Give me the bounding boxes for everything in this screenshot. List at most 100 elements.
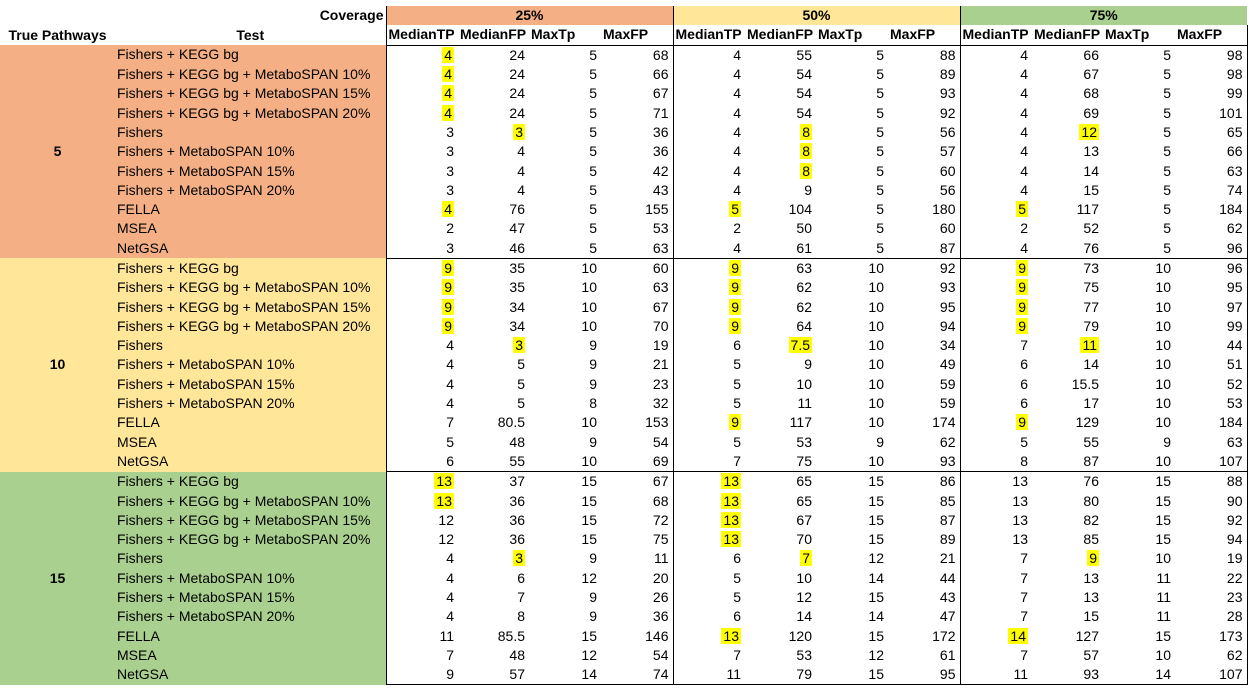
value-text: 15 bbox=[1083, 181, 1099, 198]
value-cell: 4 bbox=[959, 142, 1032, 162]
value-cell: 10 bbox=[1103, 336, 1175, 355]
value-text: 51 bbox=[1226, 356, 1243, 373]
value-cell: 8 bbox=[745, 161, 816, 180]
value-cell: 5 bbox=[458, 355, 529, 374]
value-cell: 129 bbox=[1032, 413, 1103, 432]
value-cell: 21 bbox=[601, 355, 673, 374]
value-text: 56 bbox=[939, 123, 956, 140]
value-cell: 15 bbox=[1103, 491, 1175, 510]
value-cell: 14 bbox=[529, 665, 601, 686]
value-text: 9 bbox=[589, 356, 597, 373]
value-text: 10 bbox=[868, 279, 884, 296]
value-cell: 117 bbox=[745, 413, 816, 432]
value-cell: 5 bbox=[1103, 103, 1175, 122]
value-cell: 54 bbox=[745, 103, 816, 122]
value-text: 90 bbox=[1226, 492, 1243, 509]
value-text: 9 bbox=[804, 356, 812, 373]
value-cell: 35 bbox=[458, 257, 529, 279]
value-text: 86 bbox=[939, 473, 956, 490]
value-text: 36 bbox=[652, 608, 669, 625]
value-text: 5 bbox=[733, 375, 741, 392]
test-name-cell: Fishers + KEGG bg + MetaboSPAN 15% bbox=[115, 510, 386, 531]
value-cell: 9 bbox=[816, 433, 888, 452]
value-text: 6 bbox=[733, 337, 741, 354]
value-text: 10 bbox=[796, 375, 812, 392]
value-text: 56 bbox=[939, 181, 956, 198]
value-text: 62 bbox=[796, 298, 812, 315]
value-text: 36 bbox=[509, 531, 525, 548]
value-text: 63 bbox=[652, 239, 669, 256]
value-cell: 61 bbox=[888, 646, 960, 665]
value-cell: 44 bbox=[888, 569, 960, 588]
table-row: Fishers + KEGG bg + MetaboSPAN 10% 9 35 10 6… bbox=[0, 278, 1248, 298]
value-cell: 93 bbox=[888, 278, 960, 297]
value-text: 93 bbox=[1083, 666, 1099, 683]
value-text: 5 bbox=[1020, 433, 1028, 450]
value-text: 5 bbox=[733, 433, 741, 450]
value-cell: 14 bbox=[1032, 355, 1103, 374]
test-name-cell: Fishers + MetaboSPAN 15% bbox=[115, 587, 386, 608]
value-text: 7 bbox=[446, 646, 454, 663]
value-text: 88 bbox=[1226, 473, 1243, 490]
value-cell: 15 bbox=[816, 627, 888, 646]
value-cell: 69 bbox=[601, 452, 673, 472]
metric-header: MaxFP bbox=[890, 26, 936, 43]
value-cell: 3 bbox=[458, 549, 529, 568]
value-text: 184 bbox=[1219, 414, 1243, 431]
value-text: 7 bbox=[1020, 550, 1028, 567]
value-text: 60 bbox=[652, 260, 669, 276]
value-text: 52 bbox=[1226, 375, 1243, 392]
metric-header: MaxTp bbox=[531, 26, 576, 43]
value-text: 59 bbox=[939, 375, 956, 392]
value-cell: 63 bbox=[1175, 161, 1248, 181]
value-cell: 5 bbox=[672, 374, 745, 394]
value-text: 5 bbox=[876, 143, 884, 160]
value-cell: 55 bbox=[458, 452, 529, 472]
value-text: 7 bbox=[733, 646, 741, 663]
value-text: 12 bbox=[796, 589, 812, 606]
value-cell: 23 bbox=[1175, 587, 1248, 608]
value-cell: 10 bbox=[1103, 317, 1175, 336]
value-text: 12 bbox=[438, 511, 454, 528]
value-text: 5 bbox=[1163, 220, 1171, 237]
value-text: 14 bbox=[581, 666, 597, 683]
value-cell: 24 bbox=[458, 65, 529, 84]
value-text: 4 bbox=[1020, 46, 1028, 63]
value-cell: 63 bbox=[745, 257, 816, 279]
value-cell: 49 bbox=[888, 355, 960, 374]
value-cell: 10 bbox=[816, 413, 888, 432]
value-text: 24 bbox=[509, 66, 525, 83]
value-cell: 55 bbox=[1032, 433, 1103, 452]
value-cell: 70 bbox=[601, 317, 673, 336]
value-text: 9 bbox=[729, 317, 741, 334]
value-text: 10 bbox=[581, 452, 597, 469]
value-cell: 101 bbox=[1175, 103, 1248, 123]
value-text: 7 bbox=[733, 452, 741, 469]
value-text: 9 bbox=[729, 414, 741, 431]
value-cell: 53 bbox=[745, 646, 816, 665]
value-text: 4 bbox=[446, 395, 454, 412]
value-text: 5 bbox=[1163, 85, 1171, 102]
value-cell: 46 bbox=[458, 239, 529, 259]
value-text: 5 bbox=[1163, 143, 1171, 160]
value-text: 99 bbox=[1226, 317, 1243, 334]
value-text: 35 bbox=[509, 279, 525, 296]
value-text: 53 bbox=[796, 646, 812, 663]
true-pathways-cell bbox=[0, 549, 115, 569]
value-text: 6 bbox=[1020, 395, 1028, 412]
value-text: 4 bbox=[733, 181, 741, 198]
value-text: 44 bbox=[1226, 337, 1243, 354]
value-cell: 5 bbox=[672, 393, 745, 414]
value-text: 5 bbox=[589, 220, 597, 237]
value-cell: 13 bbox=[672, 510, 745, 531]
true-pathways-cell: 5 bbox=[0, 142, 115, 162]
value-cell: 26 bbox=[601, 588, 673, 607]
value-cell: 95 bbox=[888, 297, 960, 316]
value-cell: 87 bbox=[888, 239, 960, 259]
value-text: 14 bbox=[868, 608, 884, 625]
value-cell: 8 bbox=[745, 123, 816, 142]
value-text: 9 bbox=[442, 298, 454, 315]
value-cell: 4 bbox=[959, 238, 1032, 259]
value-text: 63 bbox=[1226, 433, 1243, 450]
value-text: 13 bbox=[1083, 569, 1099, 586]
